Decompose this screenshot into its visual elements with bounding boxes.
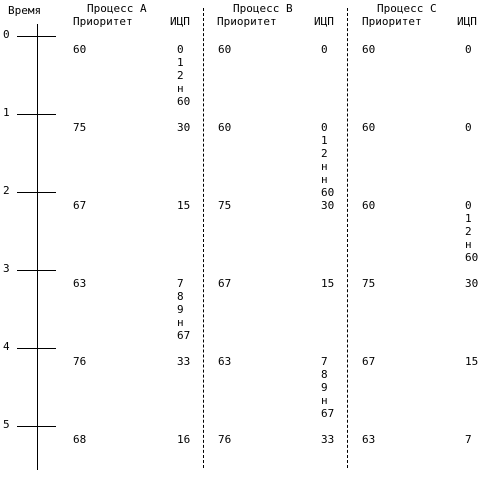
process-b-icp-label: ИЦП [314,15,334,28]
c-icp: 0 1 2 н 60 [465,199,479,264]
b-icp: 7 8 9 н 67 [321,355,335,420]
process-a-priority-label: Приоритет [73,15,133,28]
process-c-icp-label: ИЦП [457,15,477,28]
process-separator-bc [347,8,348,468]
a-icp: 33 [177,355,191,368]
process-separator-ab [203,8,204,468]
time-axis [37,24,38,470]
c-priority: 63 [362,433,376,446]
time-label-4: 4 [3,340,10,353]
time-tick-4 [17,348,56,349]
a-priority: 60 [73,43,87,56]
a-priority: 63 [73,277,87,290]
c-priority: 67 [362,355,376,368]
c-priority: 75 [362,277,376,290]
a-icp: 0 1 2 н 60 [177,43,191,108]
c-priority: 60 [362,199,376,212]
process-c-title: Процесс C [377,2,437,15]
time-header: Время [8,4,42,17]
time-tick-2 [17,192,56,193]
c-icp: 0 [465,43,472,56]
b-priority: 67 [218,277,232,290]
time-tick-3 [17,270,56,271]
a-priority: 76 [73,355,87,368]
c-priority: 60 [362,121,376,134]
c-icp: 7 [465,433,472,446]
process-a-title: Процесс A [87,2,147,15]
b-priority: 60 [218,43,232,56]
time-tick-5 [17,426,56,427]
c-icp: 0 [465,121,472,134]
time-tick-0 [17,36,56,37]
process-a-icp-label: ИЦП [170,15,190,28]
process-b-priority-label: Приоритет [217,15,277,28]
a-priority: 68 [73,433,87,446]
b-icp: 30 [321,199,335,212]
process-c-priority-label: Приоритет [362,15,422,28]
time-label-5: 5 [3,418,10,431]
c-priority: 60 [362,43,376,56]
a-priority: 67 [73,199,87,212]
time-label-1: 1 [3,106,10,119]
b-icp: 0 [321,43,328,56]
c-icp: 15 [465,355,479,368]
a-icp: 7 8 9 н 67 [177,277,191,342]
time-label-0: 0 [3,28,10,41]
c-icp: 30 [465,277,479,290]
a-icp: 16 [177,433,191,446]
b-priority: 63 [218,355,232,368]
b-icp: 33 [321,433,335,446]
time-label-2: 2 [3,184,10,197]
a-icp: 30 [177,121,191,134]
time-label-3: 3 [3,262,10,275]
a-icp: 15 [177,199,191,212]
process-b-title: Процесс B [233,2,293,15]
b-priority: 75 [218,199,232,212]
b-priority: 76 [218,433,232,446]
b-priority: 60 [218,121,232,134]
b-icp: 15 [321,277,335,290]
time-tick-1 [17,114,56,115]
a-priority: 75 [73,121,87,134]
b-icp: 0 1 2 н н 60 [321,121,335,199]
